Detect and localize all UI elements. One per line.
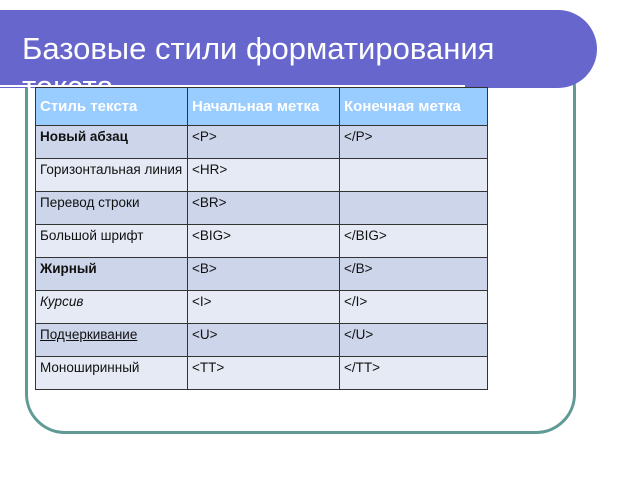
table-row: Перевод строки <BR>	[35, 191, 488, 225]
cell-style: Большой шрифт	[35, 224, 188, 258]
title-banner: Базовые стили форматирования текста	[0, 10, 597, 88]
cell-end: </TT>	[339, 356, 488, 390]
cell-end: </I>	[339, 290, 488, 324]
cell-start: <HR>	[187, 158, 340, 192]
header-style: Стиль текста	[35, 87, 188, 126]
table-row: Моноширинный <TT> </TT>	[35, 356, 488, 390]
table-row: Курсив <I> </I>	[35, 290, 488, 324]
table-header-row: Стиль текста Начальная метка Конечная ме…	[35, 87, 488, 126]
cell-start: <BR>	[187, 191, 340, 225]
cell-end: </B>	[339, 257, 488, 291]
table-row: Жирный <B> </B>	[35, 257, 488, 291]
table-row: Подчеркивание <U> </U>	[35, 323, 488, 357]
title-divider	[0, 85, 465, 87]
header-start-tag: Начальная метка	[187, 87, 340, 126]
cell-start: <TT>	[187, 356, 340, 390]
cell-end: </BIG>	[339, 224, 488, 258]
table-row: Горизонтальная линия <HR>	[35, 158, 488, 192]
cell-style: Моноширинный	[35, 356, 188, 390]
cell-end	[339, 158, 488, 192]
cell-end	[339, 191, 488, 225]
cell-start: <B>	[187, 257, 340, 291]
cell-style: Курсив	[35, 290, 188, 324]
cell-style: Новый абзац	[35, 125, 188, 159]
cell-style: Жирный	[35, 257, 188, 291]
cell-end: </P>	[339, 125, 488, 159]
cell-end: </U>	[339, 323, 488, 357]
cell-style: Перевод строки	[35, 191, 188, 225]
table-row: Новый абзац <P> </P>	[35, 125, 488, 159]
table-row: Большой шрифт <BIG> </BIG>	[35, 224, 488, 258]
slide-title: Базовые стили форматирования текста	[22, 31, 495, 88]
format-styles-table: Стиль текста Начальная метка Конечная ме…	[35, 87, 488, 390]
cell-start: <BIG>	[187, 224, 340, 258]
cell-start: <U>	[187, 323, 340, 357]
cell-style: Подчеркивание	[35, 323, 188, 357]
cell-start: <I>	[187, 290, 340, 324]
cell-start: <P>	[187, 125, 340, 159]
header-end-tag: Конечная метка	[339, 87, 488, 126]
cell-style: Горизонтальная линия	[35, 158, 188, 192]
